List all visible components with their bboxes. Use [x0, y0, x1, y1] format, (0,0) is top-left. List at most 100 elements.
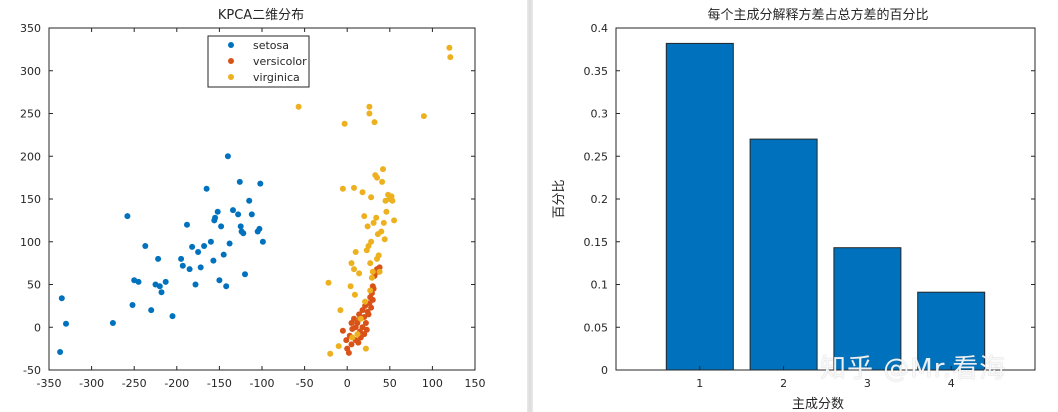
point-setosa-24 — [201, 243, 208, 249]
point-virginica-13 — [352, 249, 359, 255]
panel-divider — [527, 0, 533, 412]
point-setosa-31 — [218, 223, 225, 230]
point-setosa-27 — [210, 257, 217, 264]
bar-y-tick-label: 0 — [601, 364, 608, 377]
point-virginica-10 — [351, 266, 357, 273]
point-setosa-18 — [184, 221, 190, 228]
point-setosa-10 — [155, 255, 162, 262]
x-tick-label: -50 — [296, 377, 314, 390]
point-setosa-32 — [216, 277, 223, 284]
point-virginica-22 — [364, 223, 371, 230]
point-virginica-20 — [362, 345, 369, 352]
point-setosa-43 — [242, 271, 248, 278]
y-tick-label: 100 — [20, 236, 41, 249]
point-virginica-2 — [327, 350, 334, 357]
point-versicolor-1 — [343, 337, 350, 344]
point-virginica-53 — [420, 113, 427, 120]
point-setosa-9 — [148, 307, 155, 314]
point-virginica-30 — [368, 274, 375, 281]
bar-x-axis-label: 主成分数 — [792, 397, 844, 412]
point-virginica-15 — [356, 270, 363, 277]
legend-marker-versicolor — [228, 58, 234, 64]
bar-y-tick-label: 0.25 — [584, 150, 609, 163]
scatter-title: KPCA二维分布 — [218, 8, 304, 23]
point-setosa-21 — [192, 281, 199, 288]
point-virginica-44 — [380, 219, 387, 226]
bar-y-tick-label: 0.2 — [591, 193, 609, 206]
point-versicolor-22 — [362, 320, 369, 326]
point-virginica-41 — [378, 228, 385, 235]
point-setosa-35 — [223, 283, 230, 290]
point-virginica-16 — [357, 315, 364, 322]
point-virginica-12 — [351, 291, 358, 298]
scatter-y-ticks: -50 0 50 100 150 200 250 300 350 — [20, 22, 475, 377]
point-setosa-16 — [178, 255, 185, 262]
legend-label-setosa: setosa — [253, 39, 289, 52]
point-virginica-39 — [375, 252, 382, 259]
point-virginica-26 — [367, 287, 374, 294]
point-virginica-18 — [361, 213, 368, 220]
x-tick-label: -250 — [122, 377, 147, 390]
point-virginica-11 — [351, 184, 357, 191]
point-setosa-34 — [224, 153, 231, 160]
point-versicolor-6 — [348, 341, 355, 348]
bar-x-tick-label: 3 — [864, 377, 871, 390]
point-virginica-33 — [371, 119, 378, 126]
point-virginica-3 — [335, 343, 342, 350]
point-virginica-7 — [347, 283, 354, 290]
point-versicolor-23 — [363, 326, 370, 333]
x-tick-label: -200 — [164, 377, 189, 390]
x-tick-label: 50 — [383, 377, 397, 390]
point-setosa-44 — [246, 197, 253, 204]
y-tick-label: 150 — [20, 193, 41, 206]
point-setosa-8 — [142, 243, 149, 249]
point-setosa-22 — [195, 249, 202, 255]
point-versicolor-11 — [354, 320, 361, 326]
legend-marker-virginica — [228, 74, 234, 80]
x-tick-label: -150 — [207, 377, 232, 390]
watermark-text: 知乎 @Mr.看海 — [820, 354, 1007, 384]
y-tick-label: 250 — [20, 108, 41, 121]
point-setosa-1 — [63, 320, 69, 327]
x-tick-label: 0 — [344, 377, 351, 390]
point-virginica-51 — [389, 197, 396, 204]
bar-y-tick-label: 0.4 — [591, 22, 609, 35]
x-tick-label: -300 — [79, 377, 104, 390]
scatter-legend: setosa versicolor virginica — [207, 35, 310, 88]
point-setosa-4 — [124, 213, 131, 220]
point-setosa-20 — [189, 243, 196, 250]
point-virginica-17 — [359, 189, 366, 196]
point-setosa-40 — [237, 223, 244, 230]
point-setosa-0 — [58, 295, 65, 302]
point-setosa-49 — [259, 238, 266, 245]
scatter-chart: KPCA二维分布 -350 -300 -250 -200 -150 -100 -50 0 50 1… — [20, 8, 486, 390]
bar-x-tick-label: 4 — [948, 377, 955, 390]
point-virginica-25 — [366, 103, 373, 110]
bar-x-tick-label: 1 — [696, 377, 703, 390]
point-versicolor-8 — [351, 315, 357, 322]
point-virginica-14 — [354, 331, 361, 338]
point-setosa-2 — [57, 349, 64, 355]
point-setosa-15 — [169, 313, 176, 320]
bar-2 — [749, 138, 818, 371]
point-virginica-32 — [370, 219, 377, 226]
point-virginica-8 — [348, 260, 355, 267]
point-setosa-33 — [220, 251, 227, 258]
x-tick-label: 150 — [465, 377, 486, 390]
point-virginica-43 — [380, 166, 386, 173]
point-setosa-36 — [226, 240, 233, 247]
point-versicolor-12 — [355, 339, 362, 346]
bar-y-axis-label: 百分比 — [552, 179, 567, 218]
point-virginica-6 — [341, 120, 348, 127]
point-setosa-29 — [212, 214, 219, 221]
point-setosa-25 — [203, 185, 210, 192]
point-setosa-30 — [214, 208, 221, 215]
legend-label-versicolor: versicolor — [253, 55, 307, 68]
y-tick-label: 0 — [34, 321, 41, 334]
bar-4 — [917, 291, 986, 371]
scatter-x-ticks: -350 -300 -250 -200 -150 -100 -50 0 50 100 150 — [37, 28, 486, 390]
legend-marker-setosa — [228, 42, 234, 48]
point-setosa-17 — [179, 262, 186, 269]
point-versicolor-0 — [339, 327, 346, 334]
